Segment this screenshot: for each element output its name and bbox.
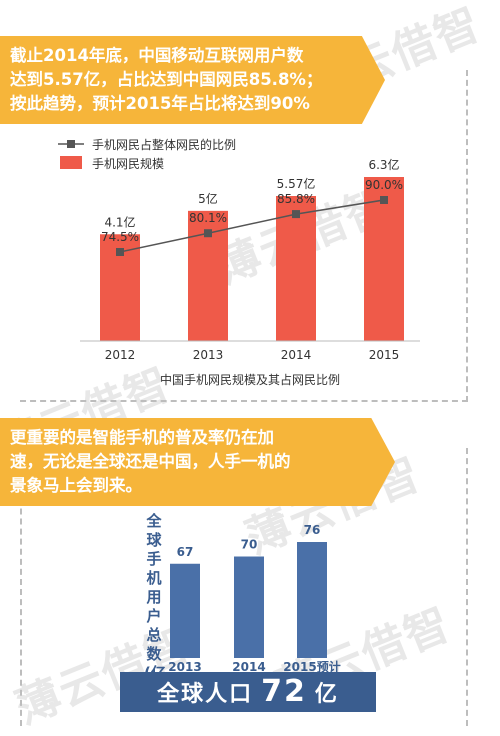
bar-value-label: 67 bbox=[177, 545, 194, 559]
x-tick-label: 2012 bbox=[105, 348, 136, 362]
line-value-label: 80.1% bbox=[189, 211, 227, 225]
bar-value-label: 6.3亿 bbox=[368, 157, 399, 172]
banner-2-line: 更重要的是智能手机的普及率仍在加 bbox=[10, 428, 274, 447]
banner-1-line: 达到5.57亿，占比达到中国网民85.8%； bbox=[10, 70, 323, 89]
bar-value-label: 5.57亿 bbox=[277, 176, 316, 191]
legend-line-marker bbox=[67, 140, 75, 148]
x-tick-label: 2013 bbox=[193, 348, 224, 362]
x-tick-label: 2015 bbox=[369, 348, 400, 362]
china-mobile-users-chart: 手机网民占整体网民的比例 手机网民规模 4.1亿 5亿 5.57亿 6.3亿 74.5… bbox=[58, 137, 420, 387]
legend: 手机网民占整体网民的比例 手机网民规模 bbox=[58, 137, 236, 171]
x-tick-label: 2013 bbox=[168, 660, 201, 674]
bar-value-label: 70 bbox=[241, 538, 258, 552]
headline-banner-1: 截止2014年底，中国移动互联网用户数 达到5.57亿，占比达到中国网民85.8… bbox=[0, 36, 385, 124]
x-tick-label: 2015预计 bbox=[283, 659, 340, 674]
banner-1-line: 截止2014年底，中国移动互联网用户数 bbox=[10, 46, 304, 65]
bar-value-label: 5亿 bbox=[198, 191, 218, 206]
bar bbox=[297, 542, 327, 658]
section1-frame bbox=[20, 70, 468, 402]
line-point bbox=[380, 196, 388, 204]
world-population-banner: 全球人口 72 亿 bbox=[120, 672, 376, 712]
line-value-label: 85.8% bbox=[277, 192, 315, 206]
x-tick-label: 2014 bbox=[281, 348, 312, 362]
bar-value-label: 4.1亿 bbox=[104, 214, 135, 229]
bar-value-label: 76 bbox=[304, 523, 321, 537]
line-value-label: 90.0% bbox=[365, 178, 403, 192]
line-point bbox=[116, 248, 124, 256]
global-mobile-users-chart: 67 70 76 2013 2014 2015预计 bbox=[168, 523, 340, 674]
legend-bar-swatch bbox=[60, 156, 82, 169]
banner-2-line: 速，无论是全球还是中国，人手一机的 bbox=[10, 452, 291, 471]
population-unit: 亿 bbox=[314, 682, 339, 707]
legend-line-label: 手机网民占整体网民的比例 bbox=[92, 137, 236, 152]
line-point bbox=[204, 229, 212, 238]
legend-bar-label: 手机网民规模 bbox=[92, 156, 164, 171]
banner-2-line: 景象马上会到来。 bbox=[10, 476, 142, 495]
bar bbox=[364, 177, 404, 341]
section2-frame bbox=[20, 448, 468, 726]
banner-1-line: 按此趋势，预计2015年占比将达到90% bbox=[10, 94, 310, 113]
chart-title: 中国手机网民规模及其占网民比例 bbox=[160, 372, 340, 387]
series-line bbox=[119, 199, 385, 253]
bar bbox=[234, 556, 264, 658]
bar bbox=[170, 563, 200, 658]
population-value: 72 bbox=[261, 674, 307, 709]
line-point bbox=[292, 210, 300, 219]
bar bbox=[276, 196, 316, 341]
x-tick-label: 2014 bbox=[232, 660, 265, 674]
population-label: 全球人口 bbox=[157, 682, 254, 707]
line-value-label: 74.5% bbox=[101, 230, 139, 244]
headline-banner-2: 更重要的是智能手机的普及率仍在加 速，无论是全球还是中国，人手一机的 景象马上会… bbox=[0, 418, 395, 506]
